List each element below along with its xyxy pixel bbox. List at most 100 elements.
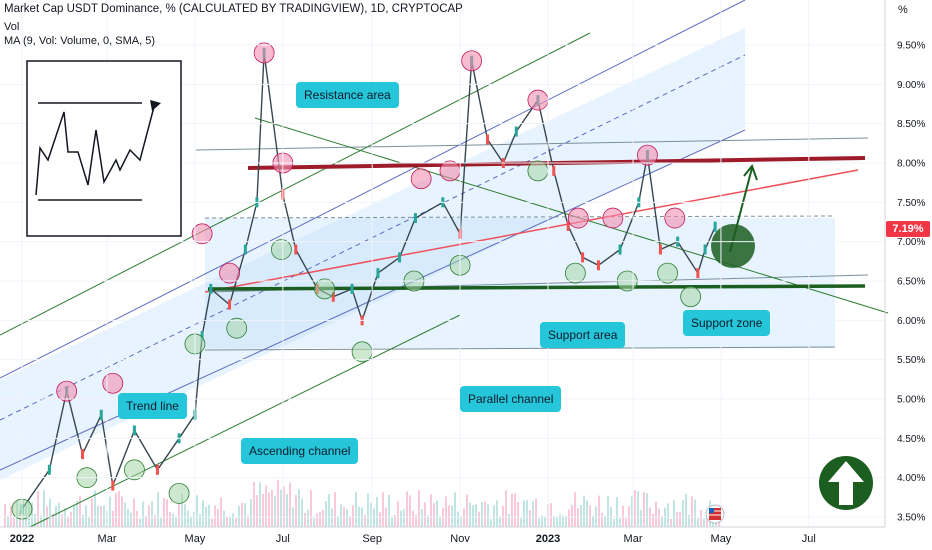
channel-lower-line (204, 346, 836, 351)
volume-bar (601, 512, 603, 527)
volume-bar (583, 495, 585, 527)
volume-bar (238, 505, 240, 527)
percent-toggle[interactable]: % (898, 4, 908, 16)
volume-bar (637, 491, 639, 527)
volume-bar (352, 505, 354, 527)
callout-support-area: Support area (540, 322, 626, 348)
volume-bar (10, 505, 12, 527)
volume-bar (325, 501, 327, 527)
flag-icon[interactable] (705, 504, 725, 524)
volume-bar (445, 496, 447, 527)
volume-bar (556, 516, 558, 527)
y-tick-label: 5.50% (897, 355, 925, 366)
candle (81, 449, 85, 460)
ma-indicator-label[interactable]: MA (9, Vol: Volume, 0, SMA, 5) (4, 35, 156, 47)
volume-bar (469, 502, 471, 527)
support-touch-circle (226, 317, 248, 339)
volume-bar (301, 498, 303, 527)
volume-bar (619, 518, 621, 527)
candle (331, 291, 335, 302)
volume-bar (100, 505, 102, 527)
volume-bar (190, 517, 192, 527)
pattern-sketch (26, 60, 182, 237)
volume-bar (448, 505, 450, 527)
volume-bar (265, 485, 267, 527)
volume-bar (154, 515, 156, 527)
candle (398, 252, 402, 263)
volume-bar (142, 501, 144, 527)
candle (581, 252, 585, 263)
callout-support-zone: Support zone (683, 310, 771, 336)
volume-bar (256, 495, 258, 527)
candle (111, 480, 115, 491)
volume-bar (688, 514, 690, 527)
volume-bar (151, 501, 153, 527)
volume-bar (319, 512, 321, 527)
volume-bar (34, 513, 36, 527)
support-touch-circle (314, 278, 336, 300)
volume-bar (64, 508, 66, 527)
volume-bar (79, 496, 81, 527)
volume-bar (13, 516, 15, 527)
volume-bar (466, 494, 468, 527)
candle (132, 425, 136, 436)
volume-bar (562, 515, 564, 527)
volume-bar (253, 481, 255, 527)
volume-bar (598, 495, 600, 527)
volume-bar (643, 491, 645, 527)
volume-bar (490, 518, 492, 527)
candle (514, 126, 518, 137)
resistance-touch-circle (102, 372, 124, 394)
x-tick-label: Nov (450, 533, 470, 545)
volume-bar (298, 489, 300, 527)
y-tick-label: 4.50% (897, 434, 925, 445)
volume-bar (199, 514, 201, 527)
volume-bar (61, 514, 63, 527)
volume-bar (625, 518, 627, 527)
volume-bar (82, 514, 84, 527)
x-tick-label: Mar (624, 533, 643, 545)
volume-bar (634, 490, 636, 527)
x-tick-label: Sep (362, 533, 382, 545)
volume-bar (430, 494, 432, 527)
resistance-touch-circle (527, 89, 549, 111)
volume-bar (457, 511, 459, 527)
volume-bar (535, 498, 537, 527)
volume-bar (163, 497, 165, 527)
volume-bar (232, 513, 234, 527)
volume-bar (394, 514, 396, 527)
volume-bar (73, 504, 75, 527)
volume-bar (679, 511, 681, 527)
volume-bar (187, 510, 189, 527)
volume-bar (229, 516, 231, 527)
volume-bar (700, 510, 702, 527)
volume-bar (514, 493, 516, 527)
support-zone-circle (711, 224, 755, 268)
volume-bar (241, 502, 243, 527)
volume-bar (109, 496, 111, 527)
volume-bar (244, 503, 246, 527)
volume-bar (340, 504, 342, 527)
volume-bar (7, 515, 9, 527)
x-tick-label: Mar (98, 533, 117, 545)
trend-line (204, 169, 859, 293)
volume-bar (43, 490, 45, 527)
volume-bar (511, 493, 513, 527)
volume-bar (289, 482, 291, 527)
volume-bar (259, 482, 261, 527)
x-axis: 2022 Mar May Jul Sep Nov 2023 Mar May Jul (0, 0, 885, 545)
volume-bar (673, 500, 675, 527)
support-touch-circle (657, 262, 679, 284)
volume-bar (223, 510, 225, 527)
candle (618, 244, 622, 255)
support-touch-circle (351, 341, 373, 363)
x-tick-label: Jul (802, 533, 816, 545)
candle (243, 244, 247, 255)
last-price-badge: 7.19% (886, 221, 930, 237)
volume-bar (499, 516, 501, 527)
candle (99, 409, 103, 420)
resistance-touch-circle (410, 168, 432, 190)
volume-bar (274, 495, 276, 527)
volume-bar (124, 502, 126, 527)
